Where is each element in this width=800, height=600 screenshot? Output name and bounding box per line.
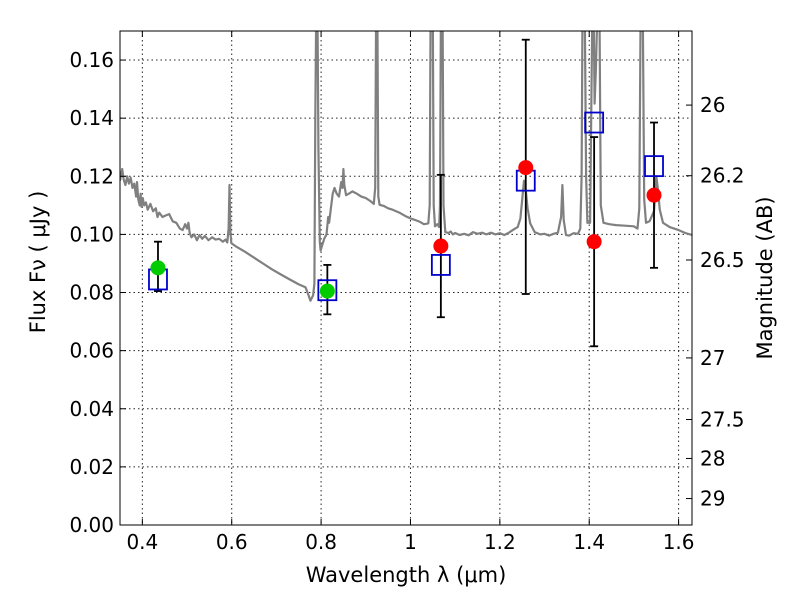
right-axis-label: Magnitude (AB) bbox=[753, 196, 777, 359]
right-tick-label: 26.5 bbox=[700, 248, 745, 272]
right-tick-label: 27.5 bbox=[700, 408, 745, 432]
x-axis-label-text: Wavelength λ (μm) bbox=[306, 563, 507, 587]
circle-marker bbox=[433, 238, 449, 254]
x-tick-label: 1.4 bbox=[573, 530, 605, 554]
model-spectrum bbox=[120, 31, 692, 302]
circle-marker bbox=[518, 160, 534, 176]
y-tick-label: 0.02 bbox=[69, 455, 114, 479]
y-tick-label: 0.08 bbox=[69, 281, 114, 305]
y-tick-label: 0.04 bbox=[69, 397, 114, 421]
circle-marker bbox=[586, 234, 602, 250]
square-marker bbox=[584, 111, 605, 134]
x-tick-label: 0.6 bbox=[216, 530, 248, 554]
x-tick-label: 0.4 bbox=[126, 530, 158, 554]
x-tick-label: 0.8 bbox=[305, 530, 337, 554]
y-tick-label: 0.00 bbox=[69, 513, 114, 537]
x-tick-label: 1 bbox=[404, 530, 417, 554]
y-tick-label: 0.16 bbox=[69, 48, 114, 72]
y-axis-label: Flux Fν ( μJy ) bbox=[26, 191, 50, 334]
square-marker bbox=[317, 279, 338, 302]
y-tick-label: 0.12 bbox=[69, 164, 114, 188]
square-markers bbox=[148, 111, 664, 302]
right-tick-label: 29 bbox=[700, 487, 725, 511]
circle-marker bbox=[319, 283, 335, 299]
right-tick-label: 28 bbox=[700, 446, 725, 470]
ticks: 0.4 0.6 0.8 1 1.2 1.4 1.6 0.00 0.02 0.04 0.06 0.08 0… bbox=[69, 31, 745, 554]
right-tick-label: 26 bbox=[700, 93, 725, 117]
y-tick-label: 0.06 bbox=[69, 339, 114, 363]
circle-markers bbox=[150, 160, 662, 299]
right-tick-label: 26.2 bbox=[700, 164, 745, 188]
y-axis-label-text: Flux Fν ( μJy ) bbox=[26, 191, 50, 334]
x-tick-label: 1.6 bbox=[663, 530, 695, 554]
circle-marker bbox=[646, 187, 662, 203]
x-tick-label: 1.2 bbox=[484, 530, 516, 554]
square-marker bbox=[644, 155, 664, 178]
spectrum-line bbox=[120, 31, 692, 302]
y-tick-label: 0.10 bbox=[69, 222, 114, 246]
circle-marker bbox=[150, 260, 166, 276]
x-axis-label: Wavelength λ (μm) bbox=[306, 563, 507, 587]
plot-frame bbox=[119, 30, 693, 526]
grid bbox=[120, 31, 692, 525]
square-marker bbox=[430, 254, 451, 276]
right-tick-label: 27 bbox=[700, 346, 725, 370]
y-tick-label: 0.14 bbox=[69, 106, 114, 130]
